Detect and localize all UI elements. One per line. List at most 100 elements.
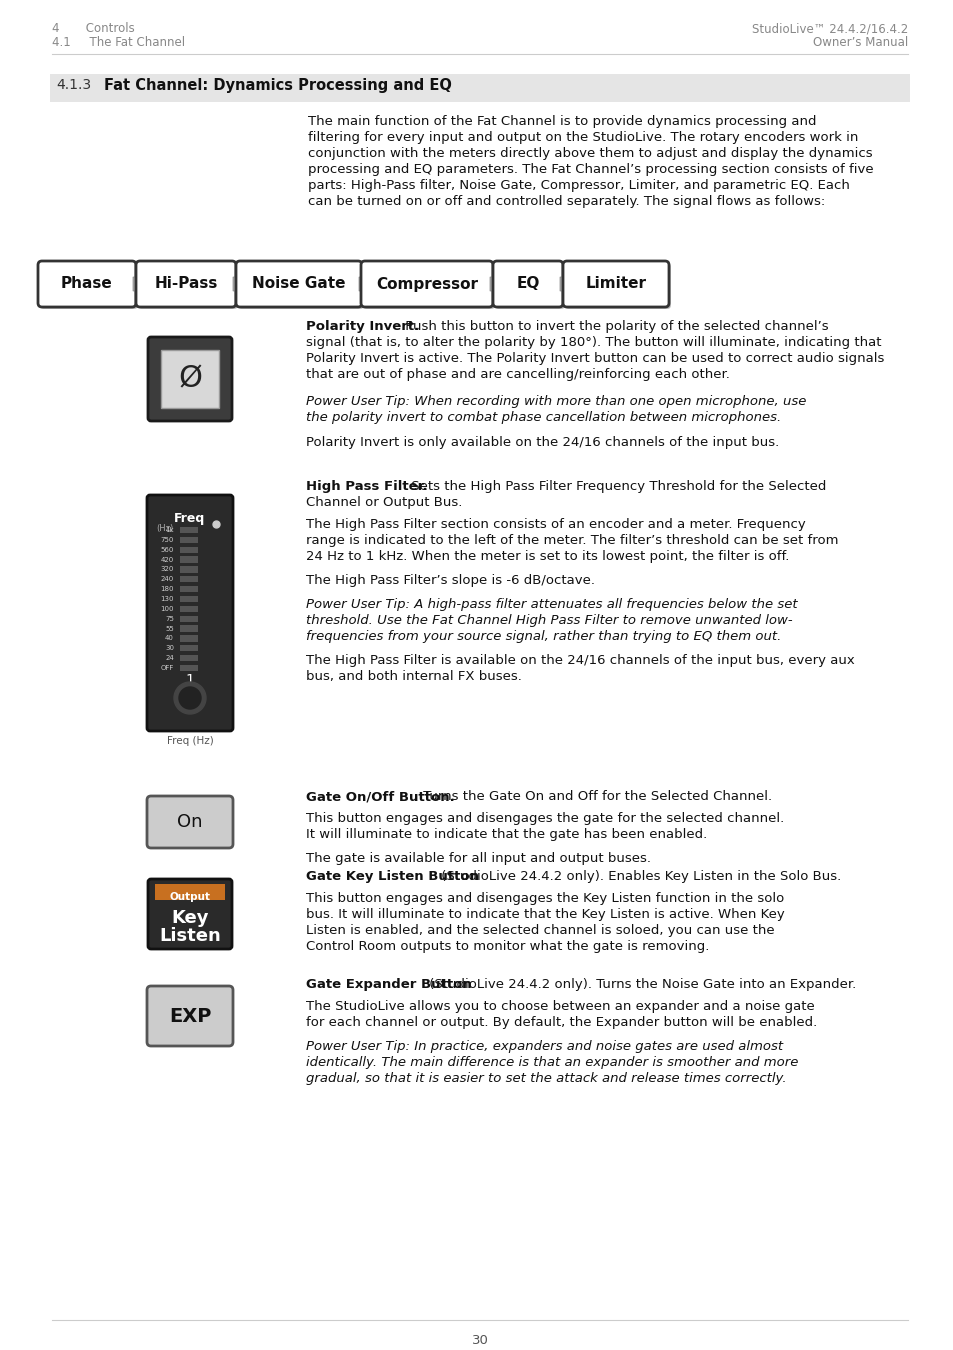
Polygon shape [233,273,239,296]
FancyBboxPatch shape [147,796,233,848]
Bar [50,74,909,103]
Circle shape [173,682,206,714]
Text: for each channel or output. By default, the Expander button will be enabled.: for each channel or output. By default, … [306,1017,817,1029]
FancyBboxPatch shape [495,263,564,309]
FancyBboxPatch shape [136,261,235,306]
Text: On: On [177,813,203,832]
Text: It will illuminate to indicate that the gate has been enabled.: It will illuminate to indicate that the … [306,828,706,841]
Text: the polarity invert to combat phase cancellation between microphones.: the polarity invert to combat phase canc… [306,410,781,424]
Text: 40: 40 [165,636,173,641]
Bar [180,526,198,533]
Text: processing and EQ parameters. The Fat Channel’s processing section consists of f: processing and EQ parameters. The Fat Ch… [308,163,873,176]
Text: 560: 560 [160,547,173,552]
Text: bus, and both internal FX buses.: bus, and both internal FX buses. [306,670,521,683]
Text: The StudioLive allows you to choose between an expander and a noise gate: The StudioLive allows you to choose betw… [306,1000,814,1012]
Polygon shape [132,273,139,296]
Circle shape [179,687,201,709]
Text: Push this button to invert the polarity of the selected channel’s: Push this button to invert the polarity … [401,320,828,333]
Text: 4       Controls: 4 Controls [52,22,134,35]
Text: Turns the Gate On and Off for the Selected Channel.: Turns the Gate On and Off for the Select… [418,790,771,803]
Text: 4.1     The Fat Channel: 4.1 The Fat Channel [52,36,185,49]
Text: frequencies from your source signal, rather than trying to EQ them out.: frequencies from your source signal, rat… [306,630,781,643]
Bar [180,586,198,593]
Text: Phase: Phase [61,277,112,292]
Text: Ø: Ø [178,364,202,393]
Text: 420: 420 [161,556,173,563]
Text: Power User Tip: In practice, expanders and noise gates are used almost: Power User Tip: In practice, expanders a… [306,1040,782,1053]
Text: Gate Expander Button: Gate Expander Button [306,977,471,991]
Text: The High Pass Filter’s slope is -6 dB/octave.: The High Pass Filter’s slope is -6 dB/oc… [306,574,595,587]
Text: The High Pass Filter section consists of an encoder and a meter. Frequency: The High Pass Filter section consists of… [306,518,805,531]
Bar [180,595,198,602]
Bar [180,576,198,582]
Text: This button engages and disengages the Key Listen function in the solo: This button engages and disengages the K… [306,892,783,904]
Text: Fat Channel: Dynamics Processing and EQ: Fat Channel: Dynamics Processing and EQ [104,78,452,93]
Text: Power User Tip: When recording with more than one open microphone, use: Power User Tip: When recording with more… [306,396,805,408]
FancyBboxPatch shape [148,338,232,421]
Text: signal (that is, to alter the polarity by 180°). The button will illuminate, ind: signal (that is, to alter the polarity b… [306,336,881,350]
Text: Gate Key Listen Button: Gate Key Listen Button [306,869,478,883]
Text: 30: 30 [165,645,173,651]
Text: identically. The main difference is that an expander is smoother and more: identically. The main difference is that… [306,1056,798,1069]
FancyBboxPatch shape [40,263,138,309]
Text: EXP: EXP [169,1007,211,1026]
Text: (StudioLive 24.4.2 only). Turns the Noise Gate into an Expander.: (StudioLive 24.4.2 only). Turns the Nois… [424,977,856,991]
Bar [180,625,198,632]
Text: 55: 55 [165,625,173,632]
FancyBboxPatch shape [38,261,136,306]
Text: Polarity Invert is active. The Polarity Invert button can be used to correct aud: Polarity Invert is active. The Polarity … [306,352,883,365]
Text: Polarity Invert.: Polarity Invert. [306,320,418,333]
Text: 1: 1 [186,674,194,687]
FancyBboxPatch shape [363,263,495,309]
Text: 130: 130 [160,595,173,602]
Text: Control Room outputs to monitor what the gate is removing.: Control Room outputs to monitor what the… [306,940,709,953]
Polygon shape [559,273,565,296]
Text: bus. It will illuminate to indicate that the Key Listen is active. When Key: bus. It will illuminate to indicate that… [306,909,784,921]
Text: conjunction with the meters directly above them to adjust and display the dynami: conjunction with the meters directly abo… [308,147,872,161]
Text: The main function of the Fat Channel is to provide dynamics processing and: The main function of the Fat Channel is … [308,115,816,128]
Text: 24: 24 [165,655,173,662]
Bar [152,992,231,1044]
Text: 75: 75 [165,616,173,622]
Text: Limiter: Limiter [585,277,646,292]
Text: that are out of phase and are cancelling/reinforcing each other.: that are out of phase and are cancelling… [306,369,729,381]
Polygon shape [490,273,496,296]
Text: EQ: EQ [516,277,539,292]
FancyBboxPatch shape [360,261,493,306]
Text: Listen: Listen [159,927,221,945]
Text: The gate is available for all input and output buses.: The gate is available for all input and … [306,852,650,865]
Text: Channel or Output Bus.: Channel or Output Bus. [306,495,462,509]
Text: 30: 30 [471,1334,488,1347]
FancyBboxPatch shape [562,261,668,306]
Text: Polarity Invert is only available on the 24/16 channels of the input bus.: Polarity Invert is only available on the… [306,436,779,450]
Text: Compressor: Compressor [375,277,477,292]
Bar [152,884,231,948]
Text: 100: 100 [160,606,173,612]
Text: Key: Key [172,909,209,927]
Text: Freq (Hz): Freq (Hz) [167,736,213,747]
Text: High Pass Filter.: High Pass Filter. [306,481,427,493]
Bar [180,556,198,563]
FancyBboxPatch shape [148,879,232,949]
Text: 180: 180 [160,586,173,593]
Text: Noise Gate: Noise Gate [252,277,345,292]
Text: 320: 320 [160,567,173,572]
Text: 4.1.3: 4.1.3 [56,78,91,92]
Text: 240: 240 [161,576,173,582]
Text: Freq: Freq [174,512,206,525]
FancyBboxPatch shape [138,263,237,309]
Text: 1k: 1k [165,526,173,533]
Text: threshold. Use the Fat Channel High Pass Filter to remove unwanted low-: threshold. Use the Fat Channel High Pass… [306,614,792,626]
Text: OFF: OFF [160,666,173,671]
Text: Hi-Pass: Hi-Pass [154,277,217,292]
Bar [161,350,219,408]
Text: parts: High-Pass filter, Noise Gate, Compressor, Limiter, and parametric EQ. Eac: parts: High-Pass filter, Noise Gate, Com… [308,180,849,192]
FancyBboxPatch shape [147,986,233,1046]
Text: Sets the High Pass Filter Frequency Threshold for the Selected: Sets the High Pass Filter Frequency Thre… [407,481,825,493]
Text: Gate On/Off Button.: Gate On/Off Button. [306,790,455,803]
Text: filtering for every input and output on the StudioLive. The rotary encoders work: filtering for every input and output on … [308,131,858,144]
Text: range is indicated to the left of the meter. The filter’s threshold can be set f: range is indicated to the left of the me… [306,535,838,547]
Bar [180,636,198,641]
Bar [180,645,198,652]
Text: Listen is enabled, and the selected channel is soloed, you can use the: Listen is enabled, and the selected chan… [306,923,774,937]
